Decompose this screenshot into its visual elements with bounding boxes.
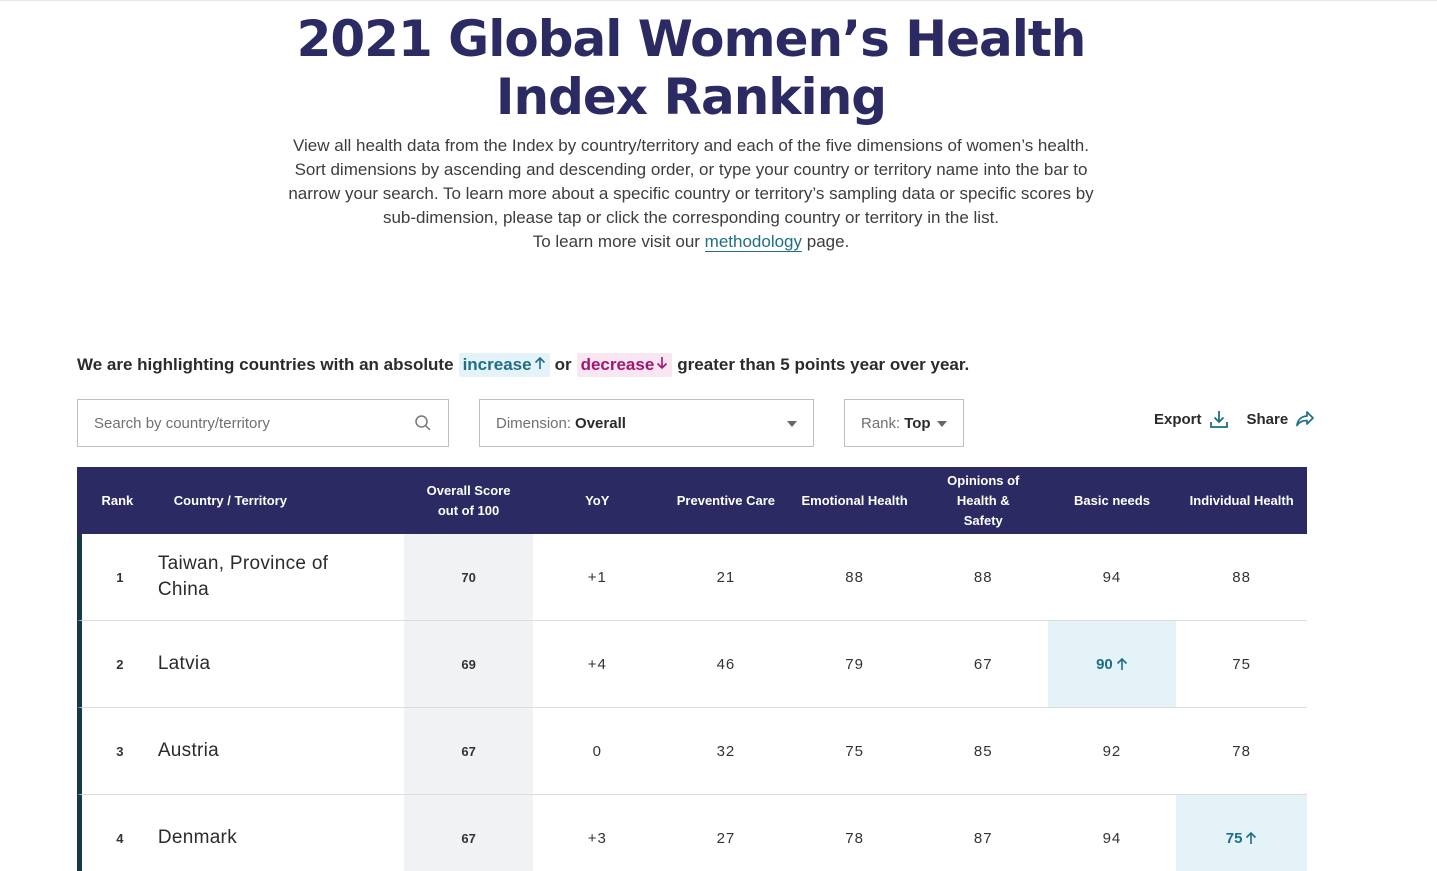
basic-value: 90 (1096, 655, 1113, 673)
chevron-down-icon (937, 421, 947, 427)
highlight-or: or (554, 355, 572, 374)
individual-cell: 88 (1232, 568, 1251, 586)
rank-value: Top (904, 414, 931, 432)
ranking-table: Rank Country / Territory Overall Score o… (77, 467, 1307, 871)
emotional-cell: 75 (845, 742, 864, 760)
country-cell[interactable]: Taiwan, Province of China (157, 553, 329, 600)
header-individual[interactable]: Individual Health (1189, 492, 1294, 508)
emotional-cell: 78 (845, 829, 864, 847)
preventive-cell: 32 (716, 742, 736, 760)
arrow-down-icon (657, 357, 668, 370)
table-row[interactable]: 1 Taiwan, Province of China 70 +1 21 88 … (77, 534, 1307, 621)
emotional-cell: 79 (845, 655, 864, 673)
dimension-select[interactable]: Dimension: Overall (479, 399, 814, 447)
basic-cell: 94 (1102, 829, 1122, 847)
table-row[interactable]: 3 Austria 67 0 32 75 85 92 78 (77, 708, 1307, 795)
header-rank[interactable]: Rank (101, 492, 134, 508)
individual-cell: 75 (1232, 655, 1251, 673)
search-field[interactable] (77, 399, 449, 447)
preventive-cell: 21 (716, 568, 736, 586)
individual-cell: 78 (1232, 742, 1251, 760)
page-title: 2021 Global Women’s Health Index Ranking (296, 10, 1087, 126)
header-country[interactable]: Country / Territory (173, 492, 287, 508)
intro-paragraph: View all health data from the Index by c… (280, 134, 1102, 254)
table-header: Rank Country / Territory Overall Score o… (77, 467, 1307, 534)
highlight-legend: We are highlighting countries with an ab… (77, 352, 974, 378)
rank-cell: 2 (116, 656, 124, 672)
export-button[interactable]: Export (1154, 409, 1229, 429)
increase-label: increase (462, 355, 532, 374)
header-basic[interactable]: Basic needs (1074, 492, 1150, 508)
chevron-down-icon (787, 421, 797, 427)
arrow-up-icon (1116, 657, 1127, 670)
export-label: Export (1154, 410, 1202, 428)
overall-cell: 67 (404, 795, 533, 871)
arrow-up-icon (534, 356, 545, 369)
share-icon (1296, 411, 1315, 427)
yoy-cell: +1 (587, 568, 607, 586)
table-row[interactable]: 4 Denmark 67 +3 27 78 87 94 75 (77, 795, 1307, 871)
methodology-link[interactable]: methodology (704, 232, 803, 252)
country-cell[interactable]: Denmark (157, 827, 237, 848)
rank-cell: 1 (116, 569, 124, 585)
emotional-cell: 88 (845, 568, 864, 586)
preventive-cell: 27 (716, 829, 736, 847)
header-emotional[interactable]: Emotional Health (801, 492, 908, 508)
top-divider (0, 0, 1437, 1)
opinions-cell: 88 (973, 568, 993, 586)
opinions-cell: 87 (973, 829, 993, 847)
highlight-prefix: We are highlighting countries with an ab… (77, 355, 454, 374)
decrease-pill: decrease (576, 353, 673, 377)
dimension-label: Dimension: (496, 414, 572, 432)
yoy-cell: +4 (587, 655, 607, 673)
overall-cell: 67 (404, 708, 533, 794)
search-icon[interactable] (414, 414, 432, 432)
basic-cell: 94 (1102, 568, 1122, 586)
overall-cell: 70 (404, 534, 533, 620)
header-opinions[interactable]: Opinions of Health & Safety (947, 472, 1020, 528)
decrease-label: decrease (580, 355, 655, 374)
individual-cell-increase: 75 (1176, 795, 1307, 871)
basic-cell: 92 (1102, 742, 1122, 760)
country-cell[interactable]: Austria (157, 740, 220, 761)
preventive-cell: 46 (716, 655, 736, 673)
table-actions: Export Share (1150, 409, 1329, 429)
highlight-suffix: greater than 5 points year over year. (677, 355, 970, 374)
header-preventive[interactable]: Preventive Care (676, 492, 776, 508)
rank-cell: 4 (116, 830, 124, 846)
header-overall[interactable]: Overall Score out of 100 (426, 482, 511, 518)
overall-cell: 69 (404, 621, 533, 707)
learn-more-suffix: page. (806, 232, 850, 251)
rank-cell: 3 (116, 743, 124, 759)
individual-value: 75 (1225, 829, 1243, 847)
yoy-cell: 0 (592, 742, 602, 760)
header-yoy[interactable]: YoY (585, 492, 610, 508)
download-icon (1209, 411, 1228, 428)
opinions-cell: 85 (973, 742, 993, 760)
rank-label: Rank: (861, 414, 901, 432)
rank-select[interactable]: Rank: Top (844, 399, 964, 447)
learn-more-prefix: To learn more visit our (532, 232, 700, 251)
search-input[interactable] (94, 414, 414, 432)
dimension-value: Overall (575, 414, 626, 432)
opinions-cell: 67 (973, 655, 993, 673)
share-button[interactable]: Share (1247, 409, 1316, 429)
intro-text: View all health data from the Index by c… (288, 136, 1094, 227)
country-cell[interactable]: Latvia (157, 653, 211, 674)
table-row[interactable]: 2 Latvia 69 +4 46 79 67 90 75 (77, 621, 1307, 708)
arrow-up-icon (1246, 831, 1257, 844)
share-label: Share (1246, 410, 1289, 428)
yoy-cell: +3 (587, 829, 607, 847)
increase-pill: increase (458, 353, 550, 377)
basic-cell-increase: 90 (1047, 621, 1177, 707)
